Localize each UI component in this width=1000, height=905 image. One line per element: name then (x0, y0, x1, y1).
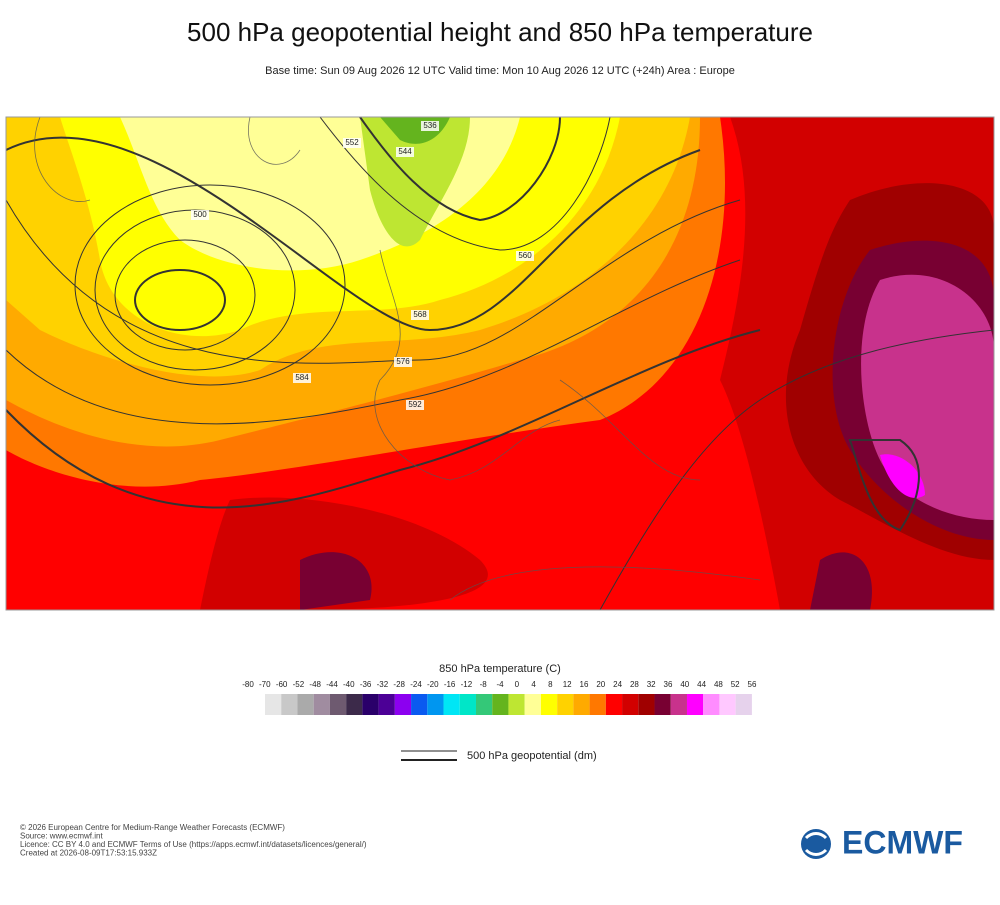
contour-label: 536 (423, 121, 437, 130)
colorbar-label: 52 (731, 680, 740, 689)
colorbar-box (557, 694, 574, 715)
colorbar-box (411, 694, 428, 715)
colorbar-box (346, 694, 363, 715)
colorbar-box (654, 694, 671, 715)
contour-label: 500 (193, 210, 207, 219)
colorbar-box (475, 694, 493, 715)
contour-label-box (293, 373, 311, 383)
contour-label: 592 (408, 400, 422, 409)
contour-label-box (411, 310, 429, 320)
contour-label-box (406, 400, 424, 410)
contour-label-box (394, 357, 412, 367)
colorbar-box (735, 694, 752, 715)
colorbar-label: 44 (697, 680, 706, 689)
colorbar-label: 0 (515, 680, 520, 689)
contour-label: 552 (345, 138, 359, 147)
contour-label-box (396, 147, 414, 157)
logo-text: ECMWF (842, 824, 963, 860)
contour-label: 560 (518, 251, 532, 260)
colorbar-box (313, 694, 330, 715)
colorbar-box (427, 694, 444, 715)
footer-line: Created at 2026-08-09T17:53:15.933Z (20, 849, 157, 858)
colorbar-label: -36 (360, 680, 372, 689)
contour-label: 544 (398, 147, 412, 156)
colorbar-box (265, 694, 282, 715)
contour-label-box (516, 251, 534, 261)
colorbar-box (394, 694, 412, 715)
colorbar-box (703, 694, 720, 715)
colorbar-box (524, 694, 541, 715)
colorbar-label: -8 (480, 680, 488, 689)
colorbar-label: -48 (309, 680, 321, 689)
colorbar-label: -52 (293, 680, 305, 689)
colorbar-label: 48 (714, 680, 723, 689)
colorbar-label: -70 (259, 680, 271, 689)
colorbar-box (589, 694, 606, 715)
colorbar-box (719, 694, 736, 715)
logo: ECMWF (801, 824, 963, 860)
colorbar-box (573, 694, 590, 715)
colorbar-box (281, 694, 298, 715)
contour-label: 568 (413, 310, 427, 319)
colorbar-box (622, 694, 639, 715)
colorbar-label: -20 (427, 680, 439, 689)
contour-label: 584 (295, 373, 309, 382)
footer-line: © 2026 European Centre for Medium-Range … (20, 823, 285, 832)
colorbar-label: 24 (613, 680, 622, 689)
colorbar-box (297, 694, 314, 715)
colorbar-box (492, 694, 509, 715)
colorbar-label: -24 (410, 680, 422, 689)
colorbar-label: -60 (276, 680, 288, 689)
colorbar-box (329, 694, 347, 715)
colorbar-label: -4 (496, 680, 504, 689)
colorbar-box (459, 694, 476, 715)
colorbar-label: 16 (580, 680, 589, 689)
colorbar-box (378, 694, 395, 715)
colorbar-box (540, 694, 558, 715)
colorbar-box (638, 694, 655, 715)
colorbar-label: 36 (664, 680, 673, 689)
map (6, 117, 994, 610)
footer-line: Licence: CC BY 4.0 and ECMWF Terms of Us… (20, 840, 367, 849)
contour-label-box (343, 138, 361, 148)
colorbar-label: 28 (630, 680, 639, 689)
colorbar-box (362, 694, 379, 715)
colorbar-label: -16 (444, 680, 456, 689)
subtitle: Base time: Sun 09 Aug 2026 12 UTC Valid … (265, 65, 735, 77)
colorbar-label: -44 (326, 680, 338, 689)
colorbar-label: -28 (393, 680, 405, 689)
map-frame (5, 116, 995, 611)
contour-label-box (191, 210, 209, 220)
colorbar-label: 40 (680, 680, 689, 689)
colorbar-label: -12 (461, 680, 473, 689)
title: 500 hPa geopotential height and 850 hPa … (187, 17, 813, 47)
contour-label-box (421, 121, 439, 131)
colorbar-label: -80 (242, 680, 254, 689)
footer-line: Source: www.ecmwf.int (20, 832, 103, 841)
colorbar-box (686, 694, 704, 715)
colorbar-label: 4 (531, 680, 536, 689)
contour-label: 576 (396, 357, 410, 366)
colorbar-label: 12 (563, 680, 572, 689)
colorbar-title: 850 hPa temperature (C) (439, 663, 561, 675)
colorbar-label: -32 (377, 680, 389, 689)
colorbar-box (508, 694, 525, 715)
colorbar-label: 32 (647, 680, 656, 689)
colorbar-box (605, 694, 623, 715)
colorbar-box (670, 694, 687, 715)
colorbar-box (443, 694, 460, 715)
legend-label: 500 hPa geopotential (dm) (467, 750, 597, 762)
colorbar-label: 20 (596, 680, 605, 689)
colorbar-label: 8 (548, 680, 553, 689)
colorbar-label: 56 (748, 680, 757, 689)
colorbar-label: -40 (343, 680, 355, 689)
